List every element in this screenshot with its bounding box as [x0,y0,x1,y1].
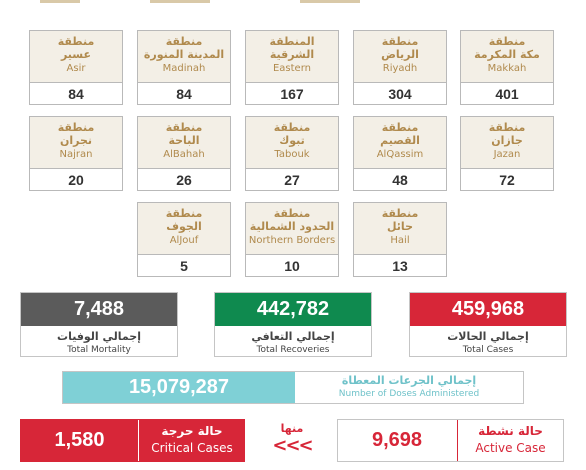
region-name-ar: الجوف [166,220,202,233]
region-label-ar: منطقة [57,121,95,134]
region-name-en: AlQassim [376,149,424,160]
region-label-ar: منطقة [165,121,203,134]
region-name-ar: عسير [60,48,92,61]
region-name-en: Eastern [272,63,311,74]
region-card-makkah: منطقة مكة المكرمة Makkah 401 [460,30,554,105]
region-name-en: Riyadh [382,63,418,74]
top-decoration [150,0,210,3]
region-count: 26 [138,168,230,191]
total-mortality-label-ar: إجمالي الوفيات [57,330,141,343]
region-card-riyadh: منطقة الرياض Riyadh 304 [353,30,447,105]
region-name-en: Jazan [493,149,521,160]
region-count: 167 [246,82,338,105]
region-name-en: Makkah [487,63,527,74]
region-name-ar: الشرقية [269,48,315,61]
active-cases-label-en: Active Case [475,441,546,455]
total-recoveries-label-en: Total Recoveries [256,345,330,355]
doses-label: إجمالي الجرعات المعطاة Number of Doses A… [295,372,523,403]
region-label-ar: المنطقة [269,35,315,48]
region-count: 48 [354,168,446,191]
doses-value: 15,079,287 [63,372,295,403]
region-count: 5 [138,254,230,277]
region-name-ar: المدينة المنورة [143,48,225,61]
region-card-alqassim: منطقة القصيم AlQassim 48 [353,116,447,191]
region-label-ar: منطقة [488,35,526,48]
region-name-en: Najran [59,149,93,160]
of-which-label: منها [280,422,304,435]
active-cases-label: حالة نشطة Active Case [457,420,563,461]
total-recoveries-value: 442,782 [215,293,371,326]
top-strip [0,0,586,14]
doses-label-en: Number of Doses Administered [338,389,480,399]
region-card-aljouf: منطقة الجوف AlJouf 5 [137,202,231,277]
total-cases-label-ar: إجمالي الحالات [447,330,529,343]
region-count: 84 [30,82,122,105]
region-card-tabouk: منطقة تبوك Tabouk 27 [245,116,339,191]
region-count: 10 [246,254,338,277]
active-cases-card: 9,698 حالة نشطة Active Case [337,419,564,462]
region-name-ar: الباحة [168,134,200,147]
region-count: 304 [354,82,446,105]
region-count: 27 [246,168,338,191]
active-cases-label-ar: حالة نشطة [478,424,543,438]
region-label-ar: منطقة [57,35,95,48]
region-count: 72 [461,168,553,191]
region-label-ar: منطقة [165,207,203,220]
region-label-ar: منطقة [381,207,419,220]
total-mortality-value: 7,488 [21,293,177,326]
region-name-ar: تبوك [279,134,305,147]
active-cases-value: 9,698 [371,429,423,451]
region-card-madinah: منطقة المدينة المنورة Madinah 84 [137,30,231,105]
region-card-najran: منطقة نجران Najran 20 [29,116,123,191]
region-card-jazan: منطقة جازان Jazan 72 [460,116,554,191]
region-count: 401 [461,82,553,105]
region-card-hail: منطقة حائل Hail 13 [353,202,447,277]
region-name-ar: حائل [386,220,413,233]
critical-cases-label-en: Critical Cases [151,441,233,455]
region-label-ar: منطقة [273,207,311,220]
top-decoration [40,0,80,3]
of-which-indicator: منها <<< [266,422,318,457]
region-count: 13 [354,254,446,277]
top-decoration [300,0,360,3]
critical-cases-label: حالة حرجة Critical Cases [140,420,244,461]
region-label-ar: منطقة [381,35,419,48]
region-card-northern-borders: منطقة الحدود الشمالية Northern Borders 10 [245,202,339,277]
region-card-eastern: المنطقة الشرقية Eastern 167 [245,30,339,105]
region-name-ar: الرياض [381,48,419,61]
region-name-ar: جازان [491,134,523,147]
region-label-ar: منطقة [381,121,419,134]
total-cases-label-en: Total Cases [462,345,514,355]
region-label-ar: منطقة [488,121,526,134]
critical-cases-card: 1,580 حالة حرجة Critical Cases [20,419,245,462]
doses-label-ar: إجمالي الجرعات المعطاة [341,374,477,387]
region-name-ar: مكة المكرمة [474,48,540,61]
region-name-ar: القصيم [380,134,420,147]
critical-cases-label-ar: حالة حرجة [161,424,223,438]
doses-card: 15,079,287 إجمالي الجرعات المعطاة Number… [62,371,524,404]
region-name-en: AlBahah [163,149,205,160]
total-recoveries-label-ar: إجمالي التعافي [251,330,335,343]
total-recoveries-card: 442,782 إجمالي التعافي Total Recoveries [214,292,372,357]
region-card-asir: منطقة عسير Asir 84 [29,30,123,105]
region-name-en: Northern Borders [248,235,336,246]
region-name-en: AlJouf [169,235,199,246]
region-name-en: Asir [66,63,86,74]
region-name-ar: الحدود الشمالية [249,220,335,233]
region-name-en: Madinah [162,63,206,74]
left-arrows-icon: <<< [272,435,313,456]
region-card-albahah: منطقة الباحة AlBahah 26 [137,116,231,191]
region-label-ar: منطقة [165,35,203,48]
region-count: 84 [138,82,230,105]
critical-cases-value: 1,580 [21,420,139,461]
total-mortality-card: 7,488 إجمالي الوفيات Total Mortality [20,292,178,357]
total-cases-card: 459,968 إجمالي الحالات Total Cases [409,292,567,357]
region-label-ar: منطقة [273,121,311,134]
region-name-en: Tabouk [274,149,310,160]
region-count: 20 [30,168,122,191]
total-cases-value: 459,968 [410,293,566,326]
region-name-ar: نجران [59,134,93,147]
total-mortality-label-en: Total Mortality [67,345,131,355]
region-name-en: Hail [390,235,410,246]
